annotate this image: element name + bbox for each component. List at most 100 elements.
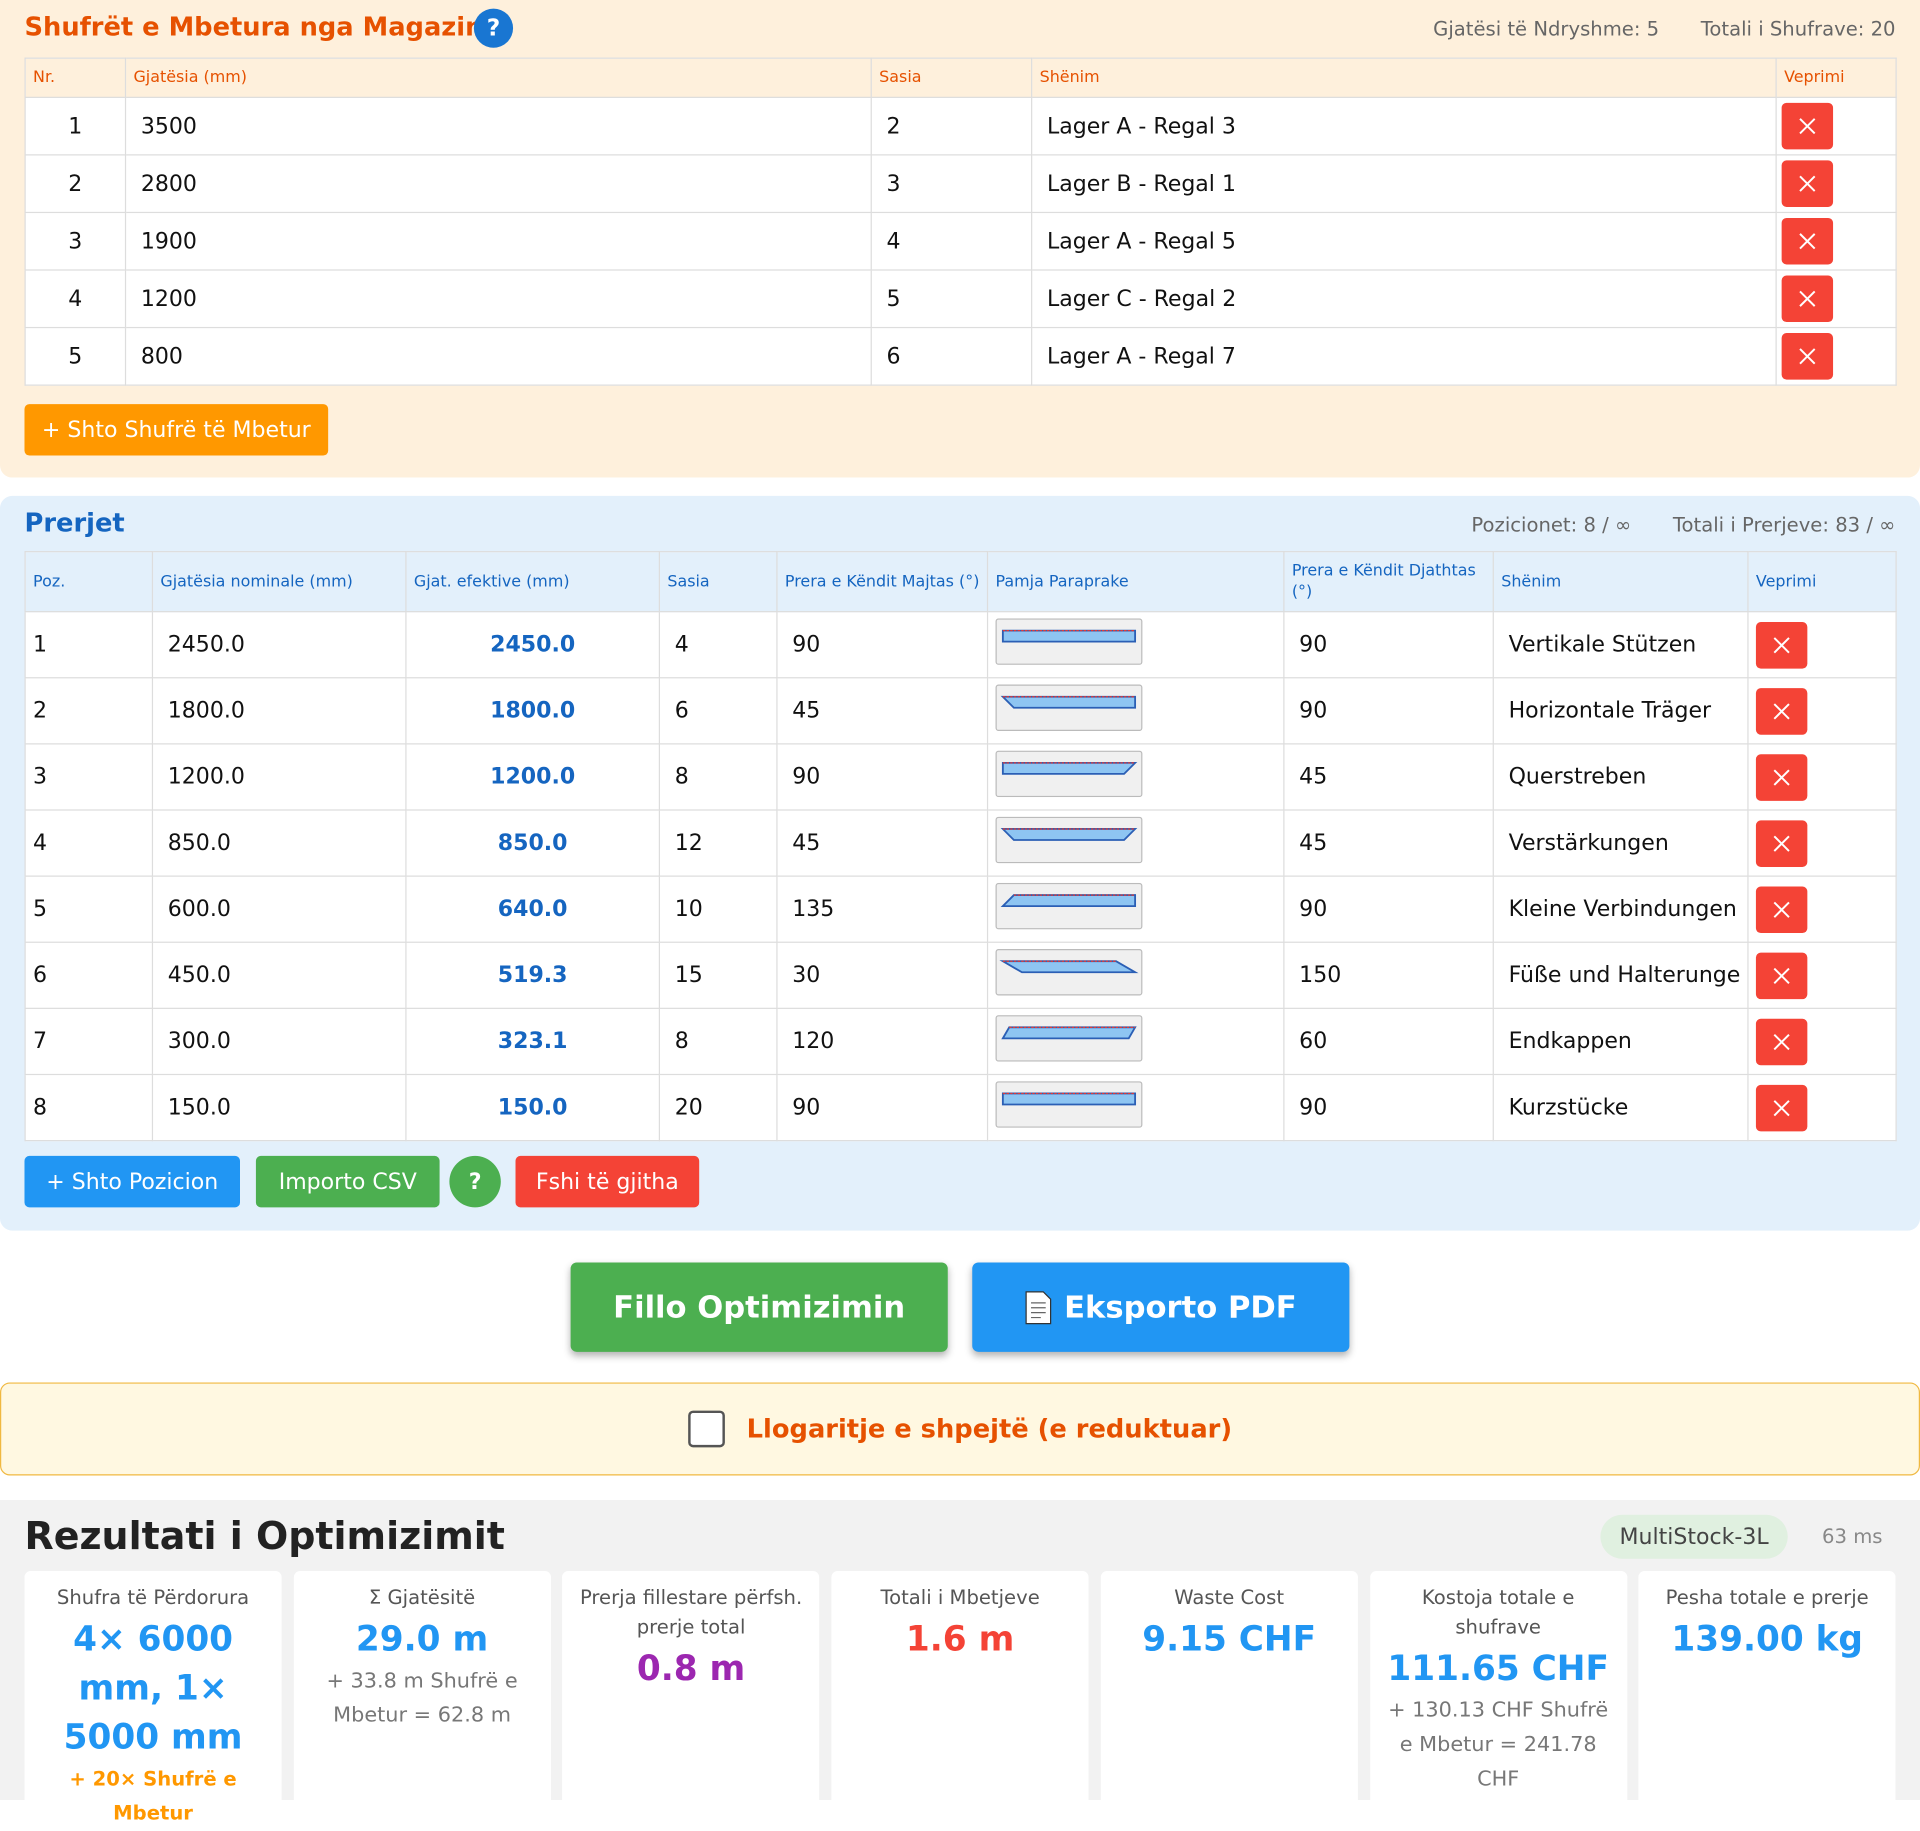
quantity: 8: [658, 1007, 778, 1076]
stat: Pozicionet: 8 / ∞: [1471, 513, 1632, 537]
export-label: Eksporto PDF: [1064, 1289, 1297, 1325]
right-angle: 90: [1283, 611, 1494, 679]
effective-length: 323.1: [405, 1007, 661, 1076]
cell: 1200: [124, 269, 872, 329]
x-mark: [1773, 1033, 1790, 1050]
header-row: Nr. Gjatësia (mm) Sasia Shënim Veprimi: [24, 57, 1897, 98]
cell: 3500: [124, 96, 872, 156]
stat: Gjatësi të Ndryshme: 5: [1433, 17, 1660, 41]
delete-button[interactable]: [1755, 687, 1808, 735]
cut-row: 5 600.0 640.0 10 135 90 Kleine Verbindungen: [24, 875, 1897, 943]
card-label: Waste Cost: [1174, 1585, 1285, 1609]
delete-button[interactable]: [1755, 621, 1808, 668]
clear-all-button[interactable]: Fshi të gjitha: [515, 1155, 700, 1208]
left-angle: 30: [776, 941, 989, 1009]
delete-button[interactable]: [1781, 217, 1834, 265]
left-angle: 135: [776, 875, 989, 943]
delete-icon: [1773, 1099, 1790, 1116]
action-cell: [1775, 96, 1897, 156]
effective-length: 850.0: [405, 809, 661, 877]
cut-row: 3 1200.0 1200.0 8 90 45 Querstreben: [24, 743, 1897, 811]
delete-button[interactable]: [1755, 952, 1808, 999]
column-header: Prera e Këndit Majtas (°): [776, 551, 989, 613]
preview-cell: [986, 677, 1285, 745]
add-position-button[interactable]: + Shto Pozicion: [24, 1155, 241, 1208]
delete-button[interactable]: [1755, 819, 1808, 867]
action-cell: [1747, 809, 1897, 877]
cell: 3: [870, 154, 1033, 214]
quick-checkbox[interactable]: [687, 1410, 725, 1448]
delete-icon: [1773, 967, 1790, 984]
stat: Totali i Shufrave: 20: [1700, 17, 1896, 41]
delete-button[interactable]: [1755, 753, 1808, 801]
delete-button[interactable]: [1755, 1084, 1808, 1131]
help-button[interactable]: ?: [473, 8, 514, 48]
note: Kurzstücke: [1492, 1073, 1749, 1142]
cuts-table: Poz. Gjatësia nominale (mm) Gjat. efektive…: [24, 551, 1897, 1142]
action-cell: [1775, 326, 1897, 386]
column-header: Gjatësia (mm): [124, 57, 872, 98]
import-csv-button[interactable]: Importo CSV: [255, 1155, 440, 1208]
delete-button[interactable]: [1781, 333, 1834, 380]
right-angle: 90: [1283, 677, 1494, 745]
stock-stats: Gjatësi të Ndryshme: 5 Totali i Shufrave:…: [1433, 17, 1895, 40]
optimize-button[interactable]: Fillo Optimizimin: [570, 1262, 948, 1352]
card-extra: + 20× Shufrë e Mbetur: [69, 1766, 237, 1825]
effective-length: 519.3: [405, 941, 661, 1009]
position-number: 7: [24, 1007, 154, 1076]
left-angle: 90: [776, 1073, 989, 1142]
action-cell: [1747, 611, 1897, 679]
x-mark: [1799, 233, 1816, 250]
pdf-icon: [1025, 1290, 1052, 1324]
action-cell: [1747, 743, 1897, 811]
cuts-stats: Pozicionet: 8 / ∞ Totali i Prerjeve: 83 /…: [1471, 513, 1895, 536]
delete-icon: [1773, 901, 1790, 918]
card-value: 4× 6000 mm, 1× 5000 mm: [63, 1618, 243, 1758]
action-cell: [1747, 1073, 1897, 1142]
profile-preview: [995, 750, 1143, 798]
cell: 5: [870, 269, 1033, 329]
delete-icon: [1799, 348, 1816, 365]
profile-preview: [995, 882, 1143, 930]
add-stock-button[interactable]: + Shto Shufrë të Mbetur: [24, 404, 329, 456]
stock-row: 4 1200 5 Lager C - Regal 2: [24, 269, 1897, 329]
preview-cell: [986, 809, 1285, 877]
quick-label: Llogaritje e shpejtë (e reduktuar): [746, 1414, 1233, 1444]
export-button[interactable]: Eksporto PDF: [972, 1262, 1350, 1352]
profile-preview: [995, 816, 1143, 864]
note: Endkappen: [1492, 1007, 1749, 1076]
profile-shape: [1001, 1092, 1137, 1106]
quantity: 12: [658, 809, 778, 877]
left-angle: 120: [776, 1007, 989, 1076]
delete-button[interactable]: [1755, 885, 1808, 933]
delete-icon: [1773, 636, 1790, 653]
stock-row: 2 2800 3 Lager B - Regal 1: [24, 154, 1897, 214]
card-value: 0.8 m: [636, 1648, 746, 1689]
quantity: 4: [658, 611, 778, 679]
effective-length: 2450.0: [405, 611, 661, 679]
note: Füße und Halterunge: [1492, 941, 1749, 1009]
stock-table: Nr. Gjatësia (mm) Sasia Shënim Veprimi 1 3500 2…: [24, 57, 1897, 386]
note: Horizontale Träger: [1492, 677, 1749, 745]
card-label: Totali i Mbetjeve: [880, 1585, 1040, 1609]
preview-cell: [986, 941, 1285, 1009]
delete-icon: [1773, 835, 1790, 852]
profile-shape: [1000, 894, 1137, 908]
position-number: 5: [24, 875, 154, 943]
action-cell: [1775, 154, 1897, 214]
csv-help-button[interactable]: ?: [449, 1155, 501, 1208]
quantity: 6: [658, 677, 778, 745]
x-mark: [1799, 348, 1816, 365]
column-header: Sasia: [870, 57, 1033, 98]
left-angle: 90: [776, 611, 989, 679]
delete-button[interactable]: [1781, 102, 1834, 150]
card-extra: + 130.13 CHF Shufrë e Mbetur = 241.78 CH…: [1388, 1698, 1609, 1792]
delete-button[interactable]: [1781, 160, 1834, 207]
nominal-length: 150.0: [151, 1073, 407, 1142]
delete-button[interactable]: [1781, 275, 1834, 323]
quantity: 20: [658, 1073, 778, 1142]
column-header: Veprimi: [1775, 57, 1897, 98]
left-angle: 45: [776, 677, 989, 745]
delete-button[interactable]: [1755, 1018, 1808, 1065]
